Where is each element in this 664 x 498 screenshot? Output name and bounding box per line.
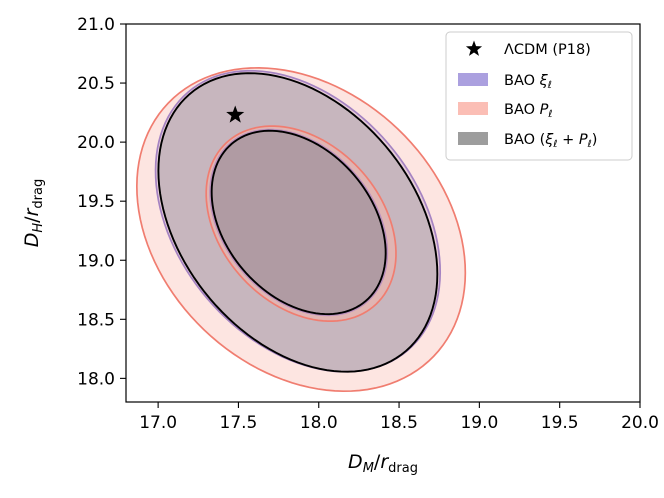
y-tick-label: 18.5	[77, 310, 115, 330]
marker-layer	[226, 105, 245, 123]
legend-label-lcdm: ΛCDM (P18)	[504, 42, 591, 58]
x-tick-label: 18.5	[380, 413, 418, 433]
x-axis-label: DM/rdrag	[348, 451, 418, 476]
legend-label-bao: BAO ξℓ	[504, 73, 552, 91]
x-tick-label: 17.5	[220, 413, 258, 433]
plot-frame	[125, 23, 641, 403]
y-axis-label: DH/rdrag	[21, 179, 46, 247]
x-tick-label: 17.0	[139, 413, 177, 433]
ticks-layer: 17.0 17.5 18.0 18.5 19.0 19.5 20.0 18.0 18.5 19.0…	[77, 15, 659, 433]
y-tick-label: 20.0	[77, 133, 115, 153]
legend-box	[445, 31, 633, 161]
x-tick-label: 19.0	[460, 413, 498, 433]
y-tick-label: 19.0	[77, 251, 115, 271]
y-tick-label: 20.5	[77, 74, 115, 94]
contour-bao-p-1sigma	[210, 129, 387, 316]
x-tick-label: 20.0	[621, 413, 659, 433]
y-tick-label: 18.0	[77, 369, 115, 389]
legend-label-bao-p: BAO (ξℓ + Pℓ)	[504, 132, 597, 150]
x-tick-label: 19.5	[541, 413, 579, 433]
legend-label-bao-p: BAO Pℓ	[504, 102, 553, 120]
legend-swatch-bao	[458, 73, 488, 86]
y-tick-label: 19.5	[77, 192, 115, 212]
legend-swatch-bao-p	[458, 102, 488, 115]
x-tick-label: 18.0	[300, 413, 338, 433]
y-tick-label: 21.0	[77, 15, 115, 35]
contours-layer	[135, 67, 467, 393]
lcdm-reference-star	[226, 105, 245, 123]
axis-labels: DM/rdrag DH/rdrag	[21, 179, 418, 476]
legend-swatch-bao-p	[458, 132, 488, 145]
legend: ΛCDM (P18) BAO ξℓ BAO Pℓ BAO (ξℓ + Pℓ)	[445, 31, 633, 161]
legend-star-icon	[465, 40, 483, 56]
